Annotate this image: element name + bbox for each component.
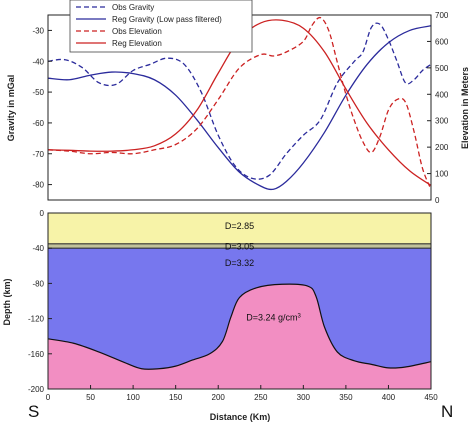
top-ytick-label: -70 — [32, 150, 44, 159]
bottom-chart: D=2.85 D=3.05 D=3.32 D=3.24 g/cm3 0 -40 -80 -1… — [2, 209, 453, 422]
bottom-xtick-label: 250 — [254, 393, 268, 402]
top-ytick-label: -80 — [32, 181, 44, 190]
legend: Obs Gravity Reg Gravity (Low pass filtere… — [69, 0, 253, 53]
north-label: N — [441, 402, 453, 421]
top-y2label: Elevation in Meters — [460, 67, 470, 149]
body-label-sup: 3 — [298, 313, 302, 319]
series-line-3 — [47, 16, 432, 190]
layer-fill-1 — [48, 213, 431, 244]
bottom-ytick-label: -160 — [28, 350, 45, 359]
top-y2tick-label: 700 — [435, 11, 449, 20]
top-ytick-label: -60 — [32, 119, 44, 128]
bottom-left-axis: 0 -40 -80 -120 -160 -200 — [28, 209, 52, 394]
legend-items: Obs Gravity Reg Gravity (Low pass filtere… — [76, 3, 222, 48]
top-y2tick-label: 100 — [435, 170, 449, 179]
top-y2tick-label: 300 — [435, 117, 449, 126]
bottom-ytick-label: -40 — [32, 244, 44, 253]
bottom-xtick-label: 400 — [382, 393, 396, 402]
body-fill — [48, 284, 431, 389]
bottom-ytick-label: 0 — [40, 209, 45, 218]
body-label: D=3.24 g/cm3 — [246, 312, 301, 322]
layer-fill-2 — [48, 243, 431, 249]
series-line-1 — [47, 22, 432, 180]
bottom-ytick-label: -200 — [28, 385, 45, 394]
top-y2tick-label: 200 — [435, 143, 449, 152]
top-left-axis: -30 -40 -50 -60 -70 -80 — [32, 26, 52, 190]
top-y2tick-label: 0 — [435, 196, 440, 205]
bottom-xtick-label: 450 — [424, 393, 438, 402]
bottom-xtick-label: 300 — [297, 393, 311, 402]
bottom-xtick-label: 0 — [46, 393, 51, 402]
bottom-xlabel: Distance (Km) — [210, 412, 271, 422]
layer-label-1: D=2.85 — [225, 221, 254, 231]
top-right-axis: 0 100 200 300 400 500 600 700 — [427, 11, 449, 205]
top-series-group — [47, 16, 432, 191]
top-y2tick-label: 500 — [435, 64, 449, 73]
bottom-xtick-label: 150 — [169, 393, 183, 402]
legend-label-3: Obs Elevation — [112, 27, 162, 36]
bottom-x-axis: 0 50 100 150 200 250 300 350 400 450 — [46, 385, 438, 402]
legend-label-2: Reg Gravity (Low pass filtered) — [112, 15, 222, 24]
bottom-plot-frame — [47, 212, 432, 390]
bottom-xtick-label: 50 — [86, 393, 95, 402]
bottom-xtick-label: 350 — [339, 393, 353, 402]
layer-label-2: D=3.05 — [225, 241, 254, 251]
top-ylabel: Gravity in mGal — [6, 75, 16, 142]
series-line-2 — [47, 25, 432, 191]
top-chart: -30 -40 -50 -60 -70 -80 0 100 200 300 400 500 600 70… — [6, 0, 470, 205]
top-y2tick-label: 400 — [435, 90, 449, 99]
bottom-layers-group: D=2.85 D=3.05 D=3.32 D=3.24 g/cm3 — [47, 213, 432, 389]
legend-label-1: Obs Gravity — [112, 3, 154, 12]
body-outline — [47, 283, 432, 370]
bottom-xtick-label: 200 — [212, 393, 226, 402]
bottom-ylabel: Depth (km) — [2, 278, 12, 325]
top-ytick-label: -40 — [32, 57, 44, 66]
south-label: S — [28, 402, 39, 421]
bottom-xtick-label: 100 — [126, 393, 140, 402]
legend-label-4: Reg Elevation — [112, 39, 162, 48]
top-y2tick-label: 600 — [435, 37, 449, 46]
bottom-ytick-label: -120 — [28, 315, 45, 324]
top-ytick-label: -30 — [32, 26, 44, 35]
bottom-ytick-label: -80 — [32, 279, 44, 288]
layer-label-3: D=3.32 — [225, 258, 254, 268]
top-ytick-label: -50 — [32, 88, 44, 97]
